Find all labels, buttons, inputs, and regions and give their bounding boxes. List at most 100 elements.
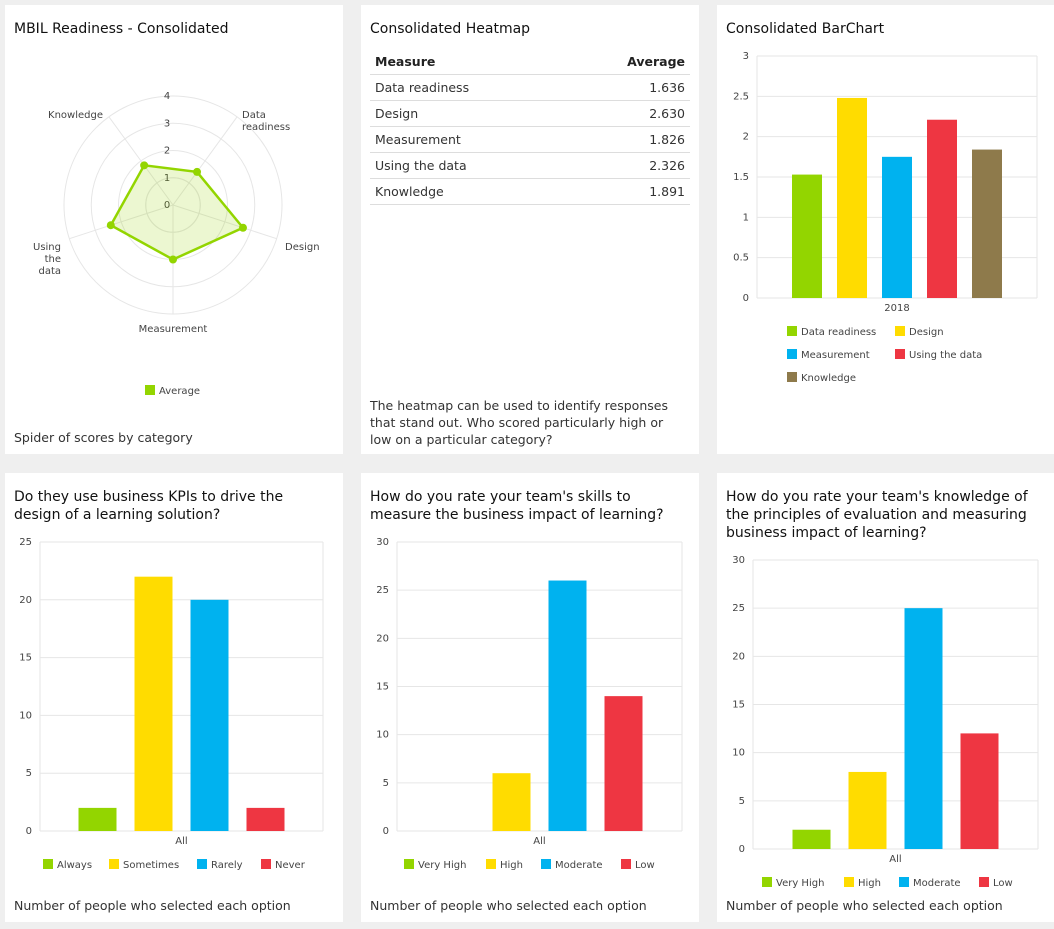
bar-low [960,733,999,849]
legend-swatch [145,385,155,395]
knowledge-card: How do you rate your team's knowledge of… [717,473,1054,922]
legend-swatch [197,859,207,869]
radar-series-area [109,163,245,261]
y-tick-label: 20 [732,651,745,662]
y-tick-label: 10 [376,730,389,741]
legend-swatch [541,859,551,869]
legend-label: Measurement [801,350,870,361]
axis-label: Using the data [33,242,61,277]
barchart-card: Consolidated BarChart 0 0.5 1 1.5 2 2.5 3 2018 D… [717,5,1054,454]
bar-chart: 0 5 10 15 20 25 30 All Very High High Moderate Low [376,537,683,871]
radar-point [169,255,177,264]
measure-cell: Measurement [370,126,564,153]
card-title: How do you rate your team's knowledge of… [726,489,1028,541]
table-row: Design 2.630 [370,100,690,127]
legend-label: Moderate [555,860,603,871]
legend-label: Using the data [909,350,982,361]
legend-swatch [762,877,772,887]
measure-cell: Data readiness [370,74,564,101]
heatmap-card: Consolidated Heatmap Measure Average Data… [361,5,699,454]
bar-always [78,807,117,831]
bar-never [246,807,285,831]
y-tick-label: 15 [376,682,389,693]
bar-moderate [548,580,587,831]
legend-label: Very High [776,878,824,889]
y-tick-label: 20 [376,633,389,644]
legend-label: Average [159,386,200,397]
axis-label: Knowledge [48,110,103,121]
card-title: MBIL Readiness - Consolidated [14,21,229,37]
radial-tick-label: 2 [164,146,170,157]
legend-label: Always [57,860,92,871]
heatmap-table: Measure Average Data readiness 1.636 Desig… [370,49,690,205]
legend-label: Rarely [211,860,243,871]
column-header: Measure [370,49,564,75]
y-tick-label: 20 [19,595,32,606]
bar-sometimes [134,576,173,831]
y-tick-label: 5 [26,768,32,779]
radar-point [140,161,149,170]
y-tick-label: 1 [743,212,749,223]
legend-swatch [621,859,631,869]
legend-label: Sometimes [123,860,179,871]
x-tick-label: All [533,836,545,847]
y-tick-label: 25 [732,603,745,614]
legend-swatch [895,326,905,336]
legend-swatch [787,372,797,382]
axis-label: Design [285,242,320,253]
y-tick-label: 0 [383,826,389,837]
y-tick-label: 0 [739,844,745,855]
legend-swatch [787,326,797,336]
legend-label: High [500,860,523,871]
radar-spoke [172,204,277,240]
y-tick-label: 1.5 [733,172,749,183]
legend-label: Low [993,878,1013,889]
measure-cell: Using the data [370,152,564,179]
legend-swatch [486,859,496,869]
y-tick-label: 3 [743,51,749,62]
bar-data-readiness [792,174,822,298]
measure-cell: Knowledge [370,178,564,205]
bar-using-the-data [927,119,957,298]
card-title: Consolidated Heatmap [370,21,531,37]
radar-point [238,223,247,232]
bar-moderate [904,608,943,849]
average-cell: 1.891 [563,178,690,205]
radial-tick-label: 4 [164,91,170,102]
y-tick-label: 5 [739,796,745,807]
skills-card: How do you rate your team's skills to me… [361,473,699,922]
card-caption: Spider of scores by category [14,430,193,445]
average-cell: 2.630 [563,100,690,127]
table-row: Measurement 1.826 [370,126,690,153]
card-title: Do they use business KPIs to drive the d… [14,489,284,523]
legend-swatch [895,349,905,359]
bar-knowledge [972,149,1002,298]
bar-high [492,773,531,831]
legend-label: Data readiness [801,327,876,338]
y-tick-label: 10 [19,710,32,721]
card-caption: Number of people who selected each optio… [370,898,647,913]
column-header: Average [563,49,690,75]
legend-label: Design [909,327,944,338]
legend-swatch [261,859,271,869]
y-tick-label: 25 [19,537,32,548]
card-title: Consolidated BarChart [726,21,885,37]
y-tick-label: 0 [26,826,32,837]
radar-spoke [108,116,174,206]
y-tick-label: 15 [19,653,32,664]
bar-chart: 0 0.5 1 1.5 2 2.5 3 2018 Data readiness Design Mea… [733,51,1038,384]
legend-label: Low [635,860,655,871]
x-tick-label: All [175,836,187,847]
legend-label: Very High [418,860,466,871]
legend-swatch [787,349,797,359]
average-cell: 2.326 [563,152,690,179]
card-caption: Number of people who selected each optio… [14,898,291,913]
bar-rarely [190,599,229,831]
table-row: Knowledge 1.891 [370,178,690,205]
radial-tick-label: 3 [164,118,170,129]
bar-chart: 0 5 10 15 20 25 30 All Very High High Moderate Low [732,555,1039,889]
y-tick-label: 25 [376,585,389,596]
bar-chart: 0 5 10 15 20 25 All Always Sometimes Rarely Never [19,537,324,871]
bar-measurement [882,156,912,298]
